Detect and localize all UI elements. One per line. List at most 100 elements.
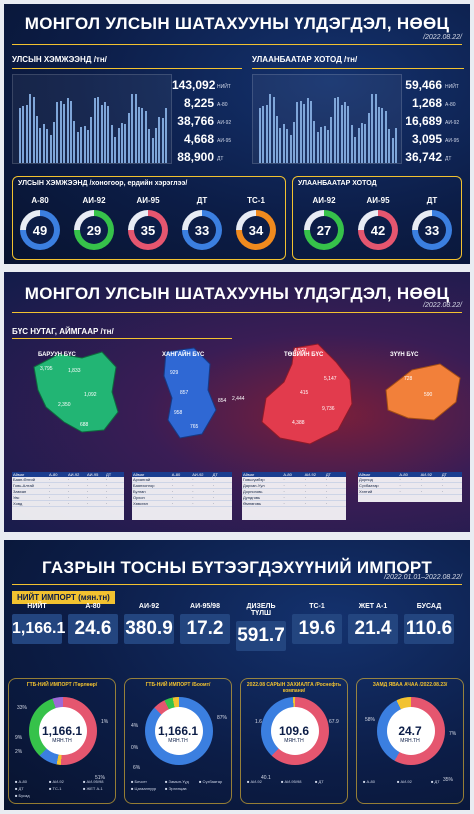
stock-bar — [344, 102, 346, 163]
stock-bar — [323, 126, 326, 163]
donut-unit: МЯН.ТН — [400, 738, 420, 744]
region-value: 1,092 — [84, 392, 97, 398]
stock-bar — [29, 94, 32, 163]
stock-bar — [141, 108, 144, 163]
stock-key: НИЙТ — [445, 84, 459, 90]
import-cell: ЖЕТ А-1 21.4 — [348, 603, 398, 644]
stock-bar — [299, 100, 302, 163]
donut-legend-item: ■ АИ-92 — [397, 779, 412, 784]
stock-bar — [39, 127, 42, 163]
import-label: ДИЗЕЛЬ ТҮЛШ — [246, 603, 276, 617]
donut-unit: МЯН.ТН — [168, 738, 188, 744]
donut-value: 109.6 — [278, 724, 310, 738]
import-panel: ГАЗРЫН ТОСНЫ БҮТЭЭГДЭХҮҮНИЙ ИМПОРТ /2022… — [4, 540, 470, 810]
import-value: 17.2 — [180, 614, 230, 644]
import-value: 110.6 — [404, 614, 454, 644]
import-value: 1,166.1 — [12, 614, 65, 644]
stock-bar — [296, 102, 299, 163]
days-ring: 29 — [74, 210, 114, 250]
donut-percent: 87% — [217, 715, 228, 721]
donut-title: ГТБ-НИЙ ИМПОРТ /Төрлөөр/ — [26, 682, 98, 688]
stock-bar — [121, 122, 123, 163]
stock-bar — [76, 132, 79, 163]
region-value: 1,833 — [68, 368, 81, 374]
stock-bar — [293, 121, 295, 163]
region-name: ЗҮҮН БҮС — [390, 352, 419, 358]
import-label: ТС-1 — [309, 603, 325, 610]
stock-value: 3,095 — [411, 132, 442, 146]
panel-title: МОНГОЛ УЛСЫН ШАТАХУУНЫ ҮЛДЭГДЭЛ, НӨӨЦ — [24, 14, 450, 33]
import-cell: АИ-95/98 17.2 — [180, 603, 230, 644]
country-stock-values: 143,092 8,225 38,766 4,668 88,900 — [172, 76, 216, 166]
region-value: 415 — [300, 390, 309, 396]
west-region-map — [33, 351, 119, 433]
stock-bar — [395, 127, 397, 163]
west-table: Аймаг А-80 АИ-92 АИ-95 ДТ Баян-Өлгий · · · · Гов… — [12, 472, 124, 520]
days-ring-label: ДТ — [426, 196, 438, 205]
days-ring-label: А-80 — [31, 196, 49, 205]
donut-percent: 51% — [95, 775, 106, 781]
stock-bar — [73, 120, 76, 163]
donut-hole — [387, 707, 435, 755]
donut-legend-item: ■ ЖЕТ А-1 — [83, 786, 103, 791]
donut-center: 1,166.1 МЯН.ТН — [9, 724, 115, 744]
days-ring: 33 — [412, 210, 452, 250]
stock-bar — [350, 125, 353, 163]
days-ring: 34 — [236, 210, 276, 250]
divider — [12, 312, 462, 313]
stock-bar — [25, 104, 28, 163]
import-cell: ДИЗЕЛЬ ТҮЛШ 591.7 — [236, 603, 286, 651]
stock-bar — [279, 127, 282, 163]
region-value: 590 — [424, 392, 433, 398]
donut-value: 1,166.1 — [41, 724, 83, 738]
donut-value: 24.7 — [398, 724, 422, 738]
stock-bar — [148, 128, 151, 163]
donut-percent: 7% — [449, 731, 457, 737]
days-ring-value: 42 — [364, 216, 392, 244]
stock-value: 1,268 — [411, 96, 442, 110]
ub-section-title: УЛААНБААТАР ХОТОД /тн/ — [252, 55, 464, 64]
central-region-map — [261, 343, 353, 445]
stock-bar — [87, 130, 89, 163]
stock-bar — [364, 124, 367, 163]
reserves-panel: МОНГОЛ УЛСЫН ШАТАХУУНЫ ҮЛДЭГДЭЛ, НӨӨЦ /2… — [4, 4, 470, 264]
stock-bar — [158, 117, 161, 163]
stock-bar — [107, 105, 110, 163]
stock-value: 36,742 — [405, 150, 442, 164]
donut-percent: 40.1 — [261, 775, 271, 781]
donut-legend-item: ■ ТС-1 — [49, 786, 62, 791]
stock-bar — [59, 100, 62, 163]
days-ring-label: АИ-92 — [82, 196, 106, 205]
donut-hole — [155, 707, 203, 755]
stock-bar — [388, 128, 391, 163]
donut-center: 109.6 МЯН.ТН — [241, 724, 347, 744]
region-value: 688 — [80, 422, 89, 428]
stock-bar — [265, 104, 268, 163]
days-ring-label: ТС-1 — [247, 196, 265, 205]
donut-title: ЗАМД ЯВАА АЧАА /2022.08.23/ — [372, 682, 448, 688]
stock-value: 88,900 — [177, 150, 214, 164]
stock-bar — [384, 111, 387, 163]
donut-percent: 4% — [131, 723, 139, 729]
stock-bar — [104, 102, 106, 163]
import-donut-card: ЗАМД ЯВАА АЧАА /2022.08.23/24.7 МЯН.ТН 58%… — [356, 678, 464, 804]
stock-bar — [161, 118, 164, 163]
donut-title: 2022.08 САРЫН ЗАХИАЛГА /Роснефть компани… — [246, 682, 342, 694]
stock-key: А-80 — [217, 102, 228, 108]
donut-percent: 1.6 — [255, 719, 262, 725]
import-cell: АИ-92 380.9 — [124, 603, 174, 644]
country-tag-text: УЛСЫН ХЭМЖЭЭНД /тн/ — [12, 55, 107, 64]
region-maps — [33, 343, 461, 445]
import-label: АИ-92 — [138, 603, 160, 610]
stock-bar — [354, 136, 357, 163]
donut-center: 1,166.1 МЯН.ТН — [125, 724, 231, 744]
ub-stock-values: 59,466 1,268 16,689 3,095 36,742 — [402, 76, 442, 166]
days-ring-value: 49 — [26, 216, 54, 244]
stock-bar — [286, 128, 289, 163]
import-donut-card: 2022.08 САРЫН ЗАХИАЛГА /Роснефть компани… — [240, 678, 348, 804]
stock-key: ДТ — [217, 156, 224, 162]
stock-value: 143,092 — [172, 78, 216, 92]
donut-percent: 58% — [365, 717, 376, 723]
stock-key: АИ-92 — [217, 120, 232, 126]
stock-bar — [374, 94, 377, 163]
